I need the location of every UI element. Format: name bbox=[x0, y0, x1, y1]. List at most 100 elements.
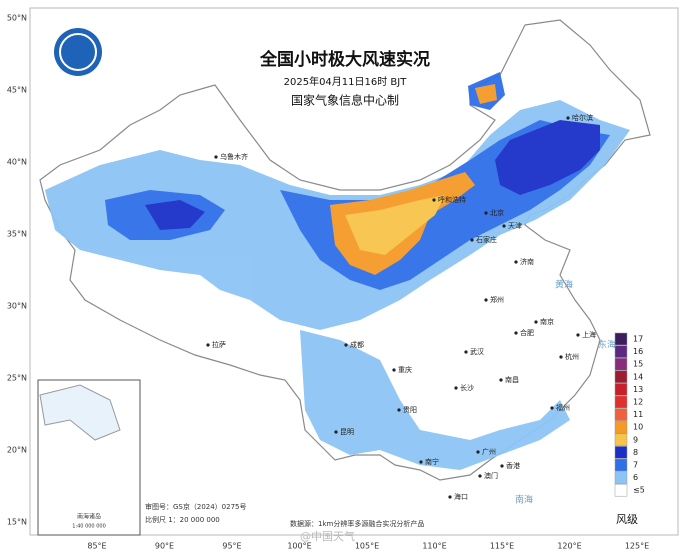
legend-swatch bbox=[614, 383, 628, 396]
city-label: 广州 bbox=[482, 447, 496, 456]
city-label: 昆明 bbox=[340, 428, 354, 436]
latitude-label: 30°N bbox=[7, 302, 27, 311]
city-label: 贵阳 bbox=[403, 405, 417, 414]
city-dot bbox=[514, 331, 518, 335]
latitude-label: 45°N bbox=[7, 86, 27, 95]
approval-number: 审图号：GS京（2024）0275号 bbox=[145, 502, 247, 511]
data-source: 数据源：1km分辨率多源融合实况分析产品 bbox=[290, 519, 424, 528]
latitude-label: 20°N bbox=[7, 446, 27, 455]
city-dot bbox=[550, 406, 554, 410]
legend-swatch bbox=[614, 420, 628, 434]
city-label: 杭州 bbox=[565, 352, 579, 361]
legend-label: 9 bbox=[633, 435, 638, 444]
city-dot bbox=[502, 224, 506, 228]
legend-swatch bbox=[614, 357, 628, 371]
longitude-label: 125°E bbox=[625, 542, 649, 551]
legend-swatch bbox=[614, 483, 628, 497]
legend-swatch bbox=[614, 408, 628, 421]
city-dot bbox=[470, 238, 474, 242]
legend-swatch bbox=[614, 458, 628, 472]
city-dot bbox=[478, 474, 482, 478]
legend-swatch bbox=[614, 370, 628, 384]
city-label: 乌鲁木齐 bbox=[220, 152, 248, 161]
latitude-label: 35°N bbox=[7, 230, 27, 239]
sea-label: 东海 bbox=[598, 339, 616, 351]
inset-land bbox=[39, 384, 121, 441]
wind-field bbox=[45, 72, 630, 470]
agency: 国家气象信息中心制 bbox=[291, 93, 399, 108]
city-label: 南昌 bbox=[505, 375, 519, 384]
latitude-label: 40°N bbox=[7, 158, 27, 167]
logo bbox=[54, 28, 102, 76]
legend-label: 15 bbox=[633, 360, 643, 369]
city-label: 拉萨 bbox=[212, 340, 226, 349]
legend-label: 14 bbox=[633, 372, 643, 381]
legend-label: 13 bbox=[633, 385, 643, 394]
longitude-label: 95°E bbox=[222, 542, 241, 551]
city-dot bbox=[559, 355, 563, 359]
latitude-label: 25°N bbox=[7, 374, 27, 383]
city-dot bbox=[500, 464, 504, 468]
longitude-label: 90°E bbox=[155, 542, 174, 551]
city-label: 重庆 bbox=[398, 365, 412, 374]
sea-label: 黄海 bbox=[555, 279, 573, 291]
legend-swatch bbox=[614, 332, 628, 346]
longitude-label: 115°E bbox=[490, 542, 514, 551]
city-label: 哈尔滨 bbox=[572, 113, 593, 122]
city-dot bbox=[566, 116, 570, 120]
inset-scale: 1:40 000 000 bbox=[72, 524, 106, 530]
city-dot bbox=[454, 386, 458, 390]
longitude-label: 85°E bbox=[87, 542, 106, 551]
legend-label: ≤5 bbox=[633, 486, 645, 495]
legend-label: 8 bbox=[633, 448, 638, 457]
city-dot bbox=[534, 320, 538, 324]
longitude-label: 105°E bbox=[355, 542, 379, 551]
logo-ring bbox=[59, 33, 97, 71]
city-label: 海口 bbox=[454, 492, 468, 501]
city-dot bbox=[514, 260, 518, 264]
legend-label: 17 bbox=[633, 335, 643, 344]
city-label: 澳门 bbox=[484, 471, 498, 480]
city-dot bbox=[392, 368, 396, 372]
legend-swatch bbox=[614, 433, 628, 447]
legend-label: 6 bbox=[633, 473, 638, 482]
city-label: 济南 bbox=[520, 257, 534, 266]
city-dot bbox=[432, 198, 436, 202]
city-dot bbox=[397, 408, 401, 412]
city-label: 南京 bbox=[540, 317, 554, 326]
timestamp: 2025年04月11日16时 BJT bbox=[284, 75, 408, 88]
city-label: 石家庄 bbox=[476, 235, 497, 244]
city-label: 郑州 bbox=[490, 296, 504, 304]
city-dot bbox=[214, 155, 218, 159]
city-label: 天津 bbox=[508, 222, 522, 230]
city-dot bbox=[484, 211, 488, 215]
city-dot bbox=[484, 298, 488, 302]
city-label: 武汉 bbox=[470, 347, 484, 356]
legend-label: 11 bbox=[633, 410, 643, 419]
city-label: 长沙 bbox=[460, 383, 474, 392]
city-dot bbox=[499, 378, 503, 382]
city-dot bbox=[344, 343, 348, 347]
legend-label: 12 bbox=[633, 398, 643, 407]
city-label: 南宁 bbox=[425, 457, 439, 466]
longitude-label: 100°E bbox=[287, 542, 311, 551]
city-label: 成都 bbox=[350, 340, 364, 349]
city-label: 香港 bbox=[506, 461, 520, 470]
legend-title: 风级 bbox=[616, 513, 638, 526]
city-dot bbox=[464, 350, 468, 354]
longitude-label: 120°E bbox=[557, 542, 581, 551]
city-dot bbox=[576, 333, 580, 337]
sea-label: 南海 bbox=[515, 494, 533, 506]
map-scale: 比例尺 1：20 000 000 bbox=[145, 515, 220, 524]
legend-label: 7 bbox=[633, 461, 638, 470]
city-dot bbox=[448, 495, 452, 499]
latitude-label: 15°N bbox=[7, 518, 27, 527]
legend-label: 10 bbox=[633, 423, 643, 432]
city-dot bbox=[334, 430, 338, 434]
city-dot bbox=[206, 343, 210, 347]
legend-swatch bbox=[614, 395, 628, 409]
city-label: 北京 bbox=[490, 208, 504, 217]
title: 全国小时极大风速实况 bbox=[259, 49, 430, 70]
city-dot bbox=[476, 450, 480, 454]
